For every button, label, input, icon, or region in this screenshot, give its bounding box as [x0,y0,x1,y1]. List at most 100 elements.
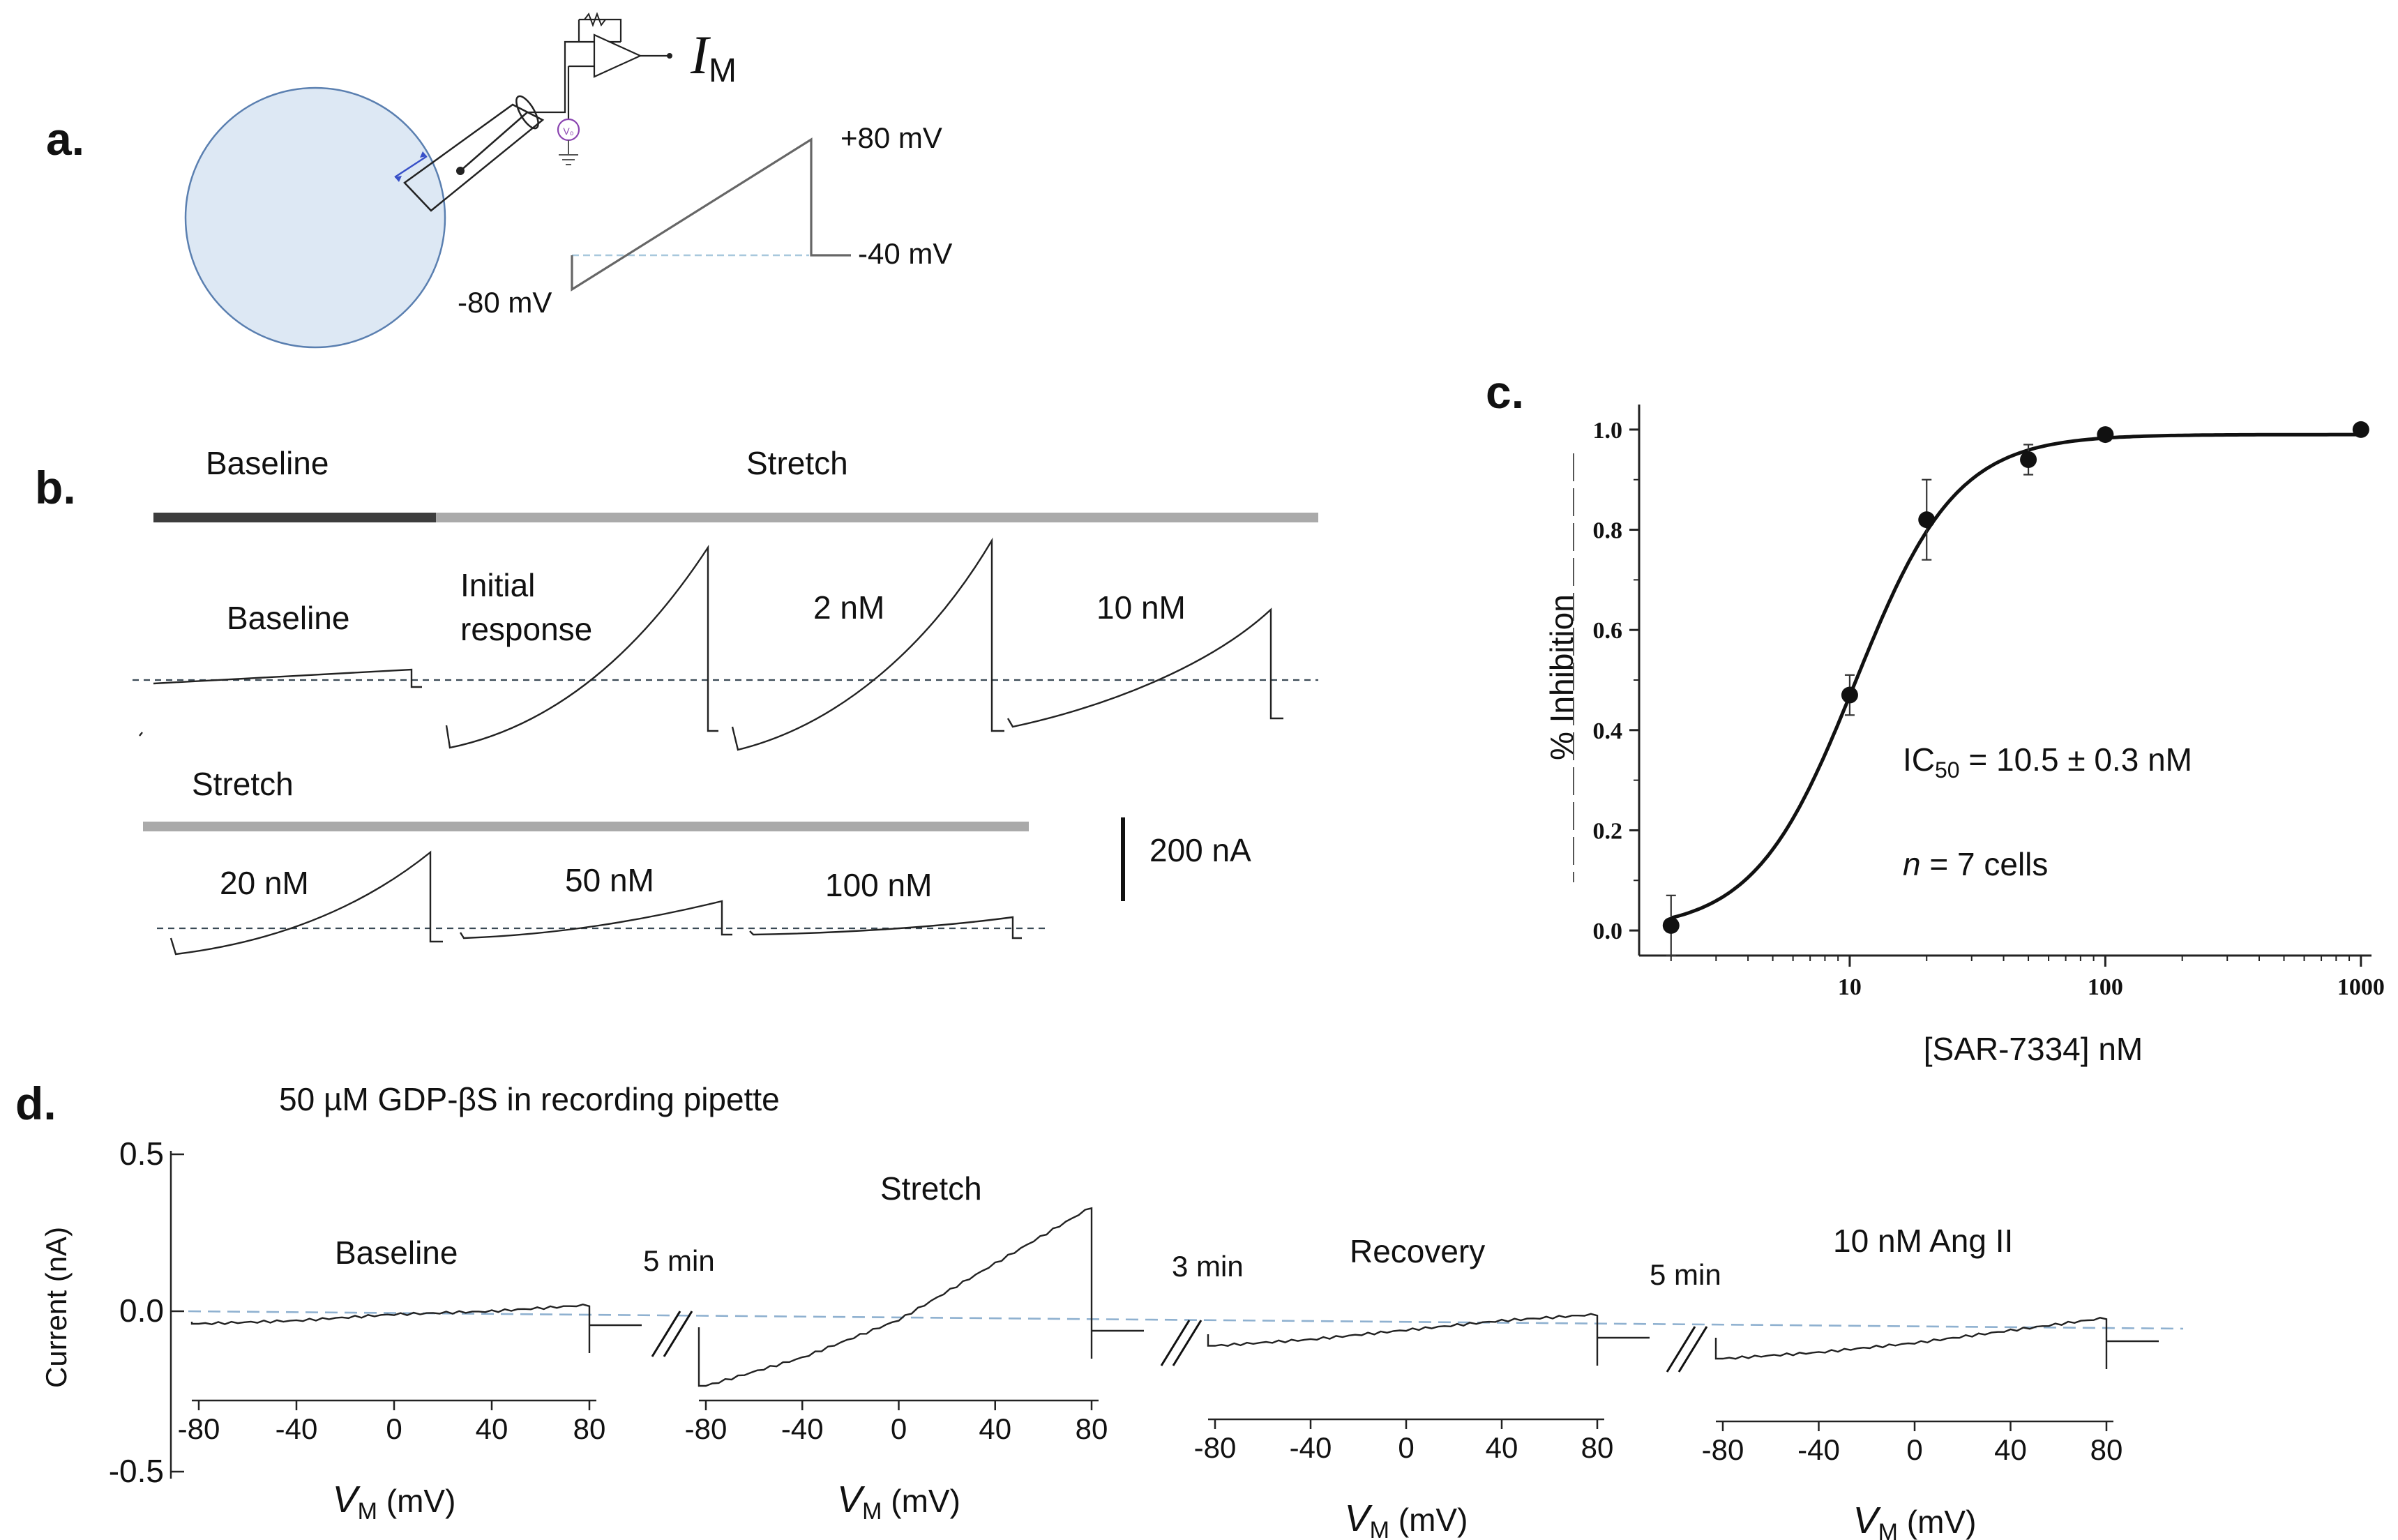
trace-label-10nm: 10 nM [1096,589,1186,626]
chart-c-ytick-label: 0.4 [1593,718,1623,744]
iv-xtick-label: 0 [1398,1431,1414,1464]
iv-xtick-label: 40 [1486,1431,1518,1464]
iv-xlabel: VM (mV) [837,1479,960,1525]
iv-xtick-label: 80 [573,1412,606,1445]
trace-label-baseline: Baseline [227,600,349,636]
protocol-top-label: +80 mV [840,121,942,154]
chart-c-xtick-label: 10 [1838,974,1862,1000]
electrode-wire [460,112,528,172]
gap-label-2: 3 min [1172,1250,1244,1283]
trace-100nm [749,916,1022,939]
trace-baseline [139,668,422,737]
trace-label-stretch-d: Stretch [880,1170,982,1207]
trace-2nm [731,537,1004,751]
iv-xtick-label: -80 [1194,1431,1237,1464]
iv-trace [1207,1313,1650,1366]
dose-response-chart: 0.0 0.2 0.4 0.6 0.8 1.0 10 100 1000 [1593,405,2385,1000]
output-node [667,53,672,59]
trace-20nm [169,850,443,956]
chart-c-point [2020,451,2037,468]
iv-xtick-label: 40 [1994,1433,2027,1466]
panel-c-label: c. [1486,366,1524,418]
ic50-annotation: IC50 = 10.5 ± 0.3 nM [1903,741,2192,783]
chart-c-point [2097,426,2114,444]
chart-c-point [1841,686,1858,704]
break-marks [651,1311,1708,1373]
panel-d-title: 50 µM GDP-βS in recording pipette [279,1081,780,1117]
n-cells-annotation: n = 7 cells [1903,846,2048,882]
amplifier-triangle [593,33,642,78]
protocol-hold-label: -40 mV [858,237,952,270]
trace-label-100nm: 100 nM [825,867,932,903]
iv-xtick-label: -40 [1290,1431,1332,1464]
panel-b-label: b. [35,462,76,513]
trace-label-angii-d: 10 nM Ang II [1833,1223,2013,1259]
trace-label-2nm: 2 nM [813,589,884,626]
iv-xtick-label: 0 [386,1412,402,1445]
chart-c-point [1918,511,1936,529]
iv-xtick-label: -80 [1702,1433,1744,1466]
gap-label-1: 5 min [643,1244,715,1277]
bar-label-stretch: Stretch [746,445,848,481]
iv-xtick-label: -80 [178,1412,220,1445]
scale-bar-label: 200 nA [1149,832,1251,868]
ytick-label-0-5: 0.5 [119,1135,164,1172]
protocol-bottom-label: -80 mV [458,286,552,319]
panel-d-zero-line [188,1310,2184,1330]
cell-circle [184,86,446,349]
ytick-label-0: 0.0 [119,1292,164,1329]
electrode-tip [456,167,465,175]
panel-a-label: a. [46,113,84,165]
voltage-ramp-protocol [571,137,851,292]
chart-c-ytick-label: 0.2 [1593,818,1623,844]
iv-traces: -80 -40 0 40 80 VM (mV) -80 -40 0 40 80 VM (mV) -80 -… [178,1207,2159,1540]
iv-trace [190,1303,642,1353]
iv-trace [1714,1317,2159,1369]
chart-c-ytick-label: 0.0 [1593,919,1623,944]
trace-label-initial-1: Initial [460,567,535,603]
pipette-opening [515,95,539,130]
trace-label-recovery-d: Recovery [1350,1233,1485,1269]
iv-xtick-label: -40 [276,1412,318,1445]
chart-c-point [1662,916,1680,934]
chart-c-ytick-label: 0.6 [1593,618,1623,644]
iv-xtick-label: 0 [891,1412,907,1445]
iv-trace [697,1207,1144,1387]
arrow-heads [395,151,427,182]
trace-10nm [1006,607,1283,728]
iv-xlabel: VM (mV) [333,1479,456,1525]
iv-xtick-label: -40 [781,1412,824,1445]
current-symbol: IM [690,24,737,89]
iv-xtick-label: 0 [1906,1433,1922,1466]
chart-c-ytick-label: 0.8 [1593,518,1623,544]
trace-label-20nm: 20 nM [220,865,309,901]
chart-c-xtick-label: 1000 [2337,974,2385,1000]
iv-xtick-label: 80 [1581,1431,1614,1464]
iv-xtick-label: 80 [1076,1412,1108,1445]
iv-xtick-label: 40 [476,1412,508,1445]
amp-wiring [527,40,621,114]
pipette [403,103,545,212]
trace-label-baseline-d: Baseline [335,1235,458,1271]
iv-xlabel: VM (mV) [1345,1497,1468,1540]
chart-c-ytick-label: 1.0 [1593,418,1623,444]
iv-xtick-label: 80 [2090,1433,2123,1466]
voltage-source-label: V₀ [563,126,573,137]
bar-label-baseline: Baseline [206,445,329,481]
chart-c-point [2352,421,2369,438]
chart-c-xlabel: [SAR-7334] nM [1924,1031,2143,1067]
panel-d-label: d. [15,1078,56,1129]
iv-xtick-label: -80 [685,1412,727,1445]
panel-d-ylabel: Current (nA) [40,1227,73,1388]
chart-c-fit-curve [1671,432,2361,920]
trace-label-50nm: 50 nM [565,862,654,898]
trace-label-initial-2: response [460,611,592,647]
trace-initial [445,544,718,749]
trace-50nm [459,900,732,939]
iv-xtick-label: 40 [979,1412,1011,1445]
ytick-label-neg0-5: -0.5 [109,1453,164,1489]
chart-c-ylabel: % Inhibition [1544,594,1580,760]
iv-xtick-label: -40 [1797,1433,1840,1466]
ground-icon [559,140,578,165]
